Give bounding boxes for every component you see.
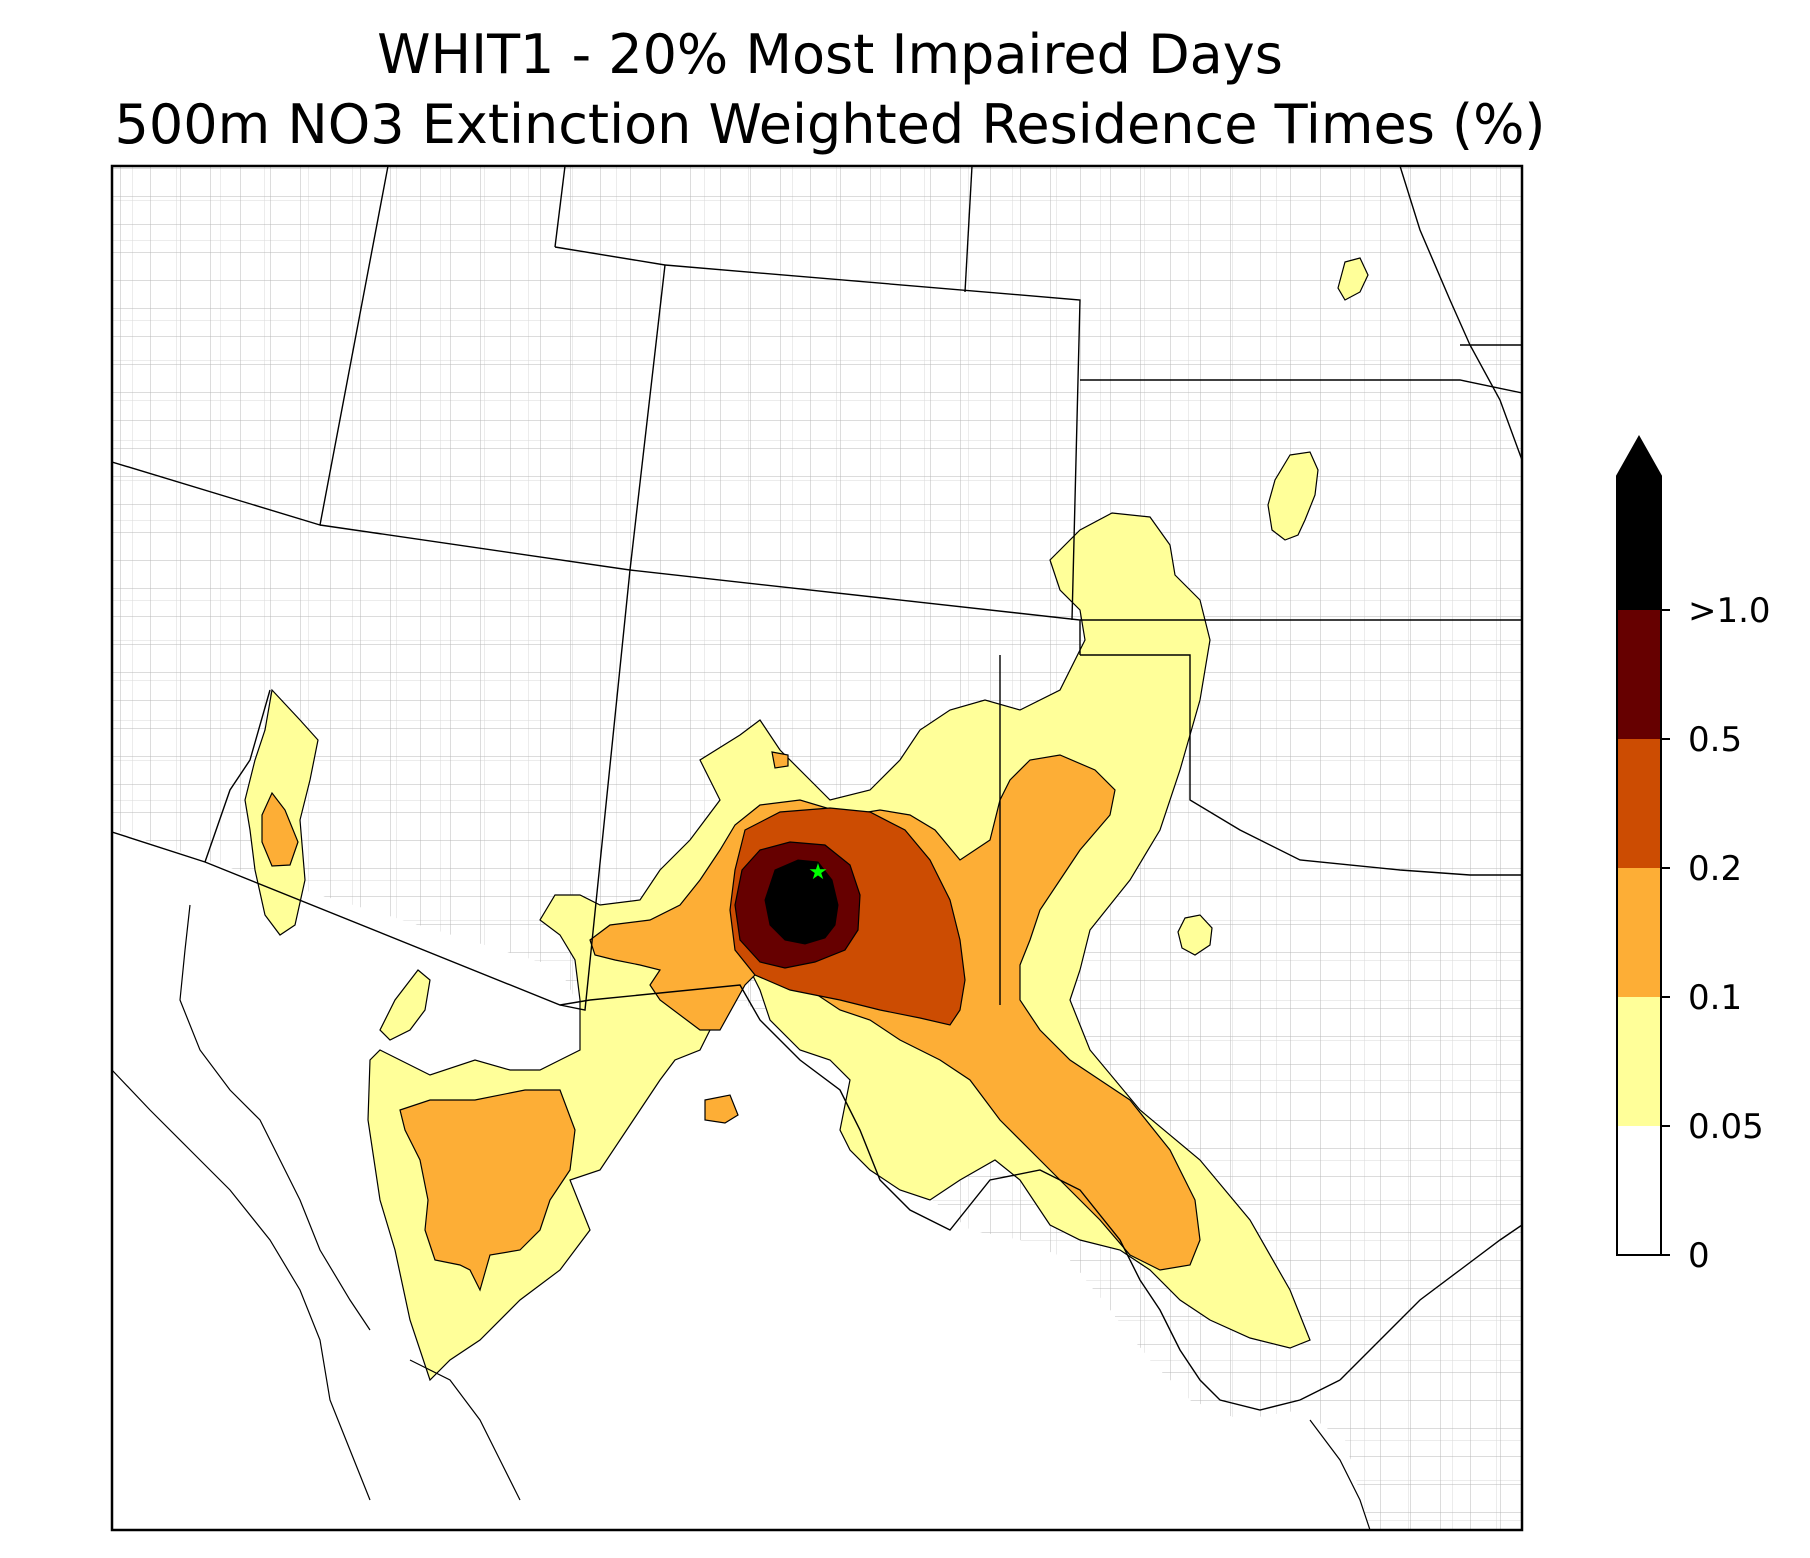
colorbar-bin-005 (1617, 997, 1661, 1126)
map-title-line-1: WHIT1 - 20% Most Impaired Days (377, 23, 1283, 86)
colorbar-bin-05 (1617, 610, 1661, 739)
contour-tx-yellow (1177, 914, 1213, 956)
contour-baja-orange (399, 1089, 576, 1292)
colorbar-label-02: 0.2 (1688, 849, 1742, 889)
contour-kansas-yellow (1267, 451, 1319, 541)
contour-main-black (764, 859, 839, 945)
colorbar-bin-10 (1617, 476, 1661, 610)
colorbar-bin-02 (1617, 739, 1661, 868)
contour-az-yellow (379, 969, 431, 1041)
colorbar-label-005: 0.05 (1688, 1107, 1764, 1147)
colorbar-label-05: 0.5 (1688, 720, 1742, 760)
colorbar-extend-arrow (1617, 437, 1661, 476)
colorbar: 0 0.05 0.1 0.2 0.5 >1.0 (1616, 434, 1771, 1276)
colorbar-bin-01 (1617, 868, 1661, 997)
contour-left-orange (261, 791, 299, 867)
colorbar-label-0: 0 (1688, 1236, 1710, 1276)
contour-small-orange-2 (771, 751, 789, 769)
contour-10-fill (764, 859, 839, 945)
contour-nebraska-yellow (1337, 257, 1369, 301)
colorbar-outline (1616, 434, 1662, 1256)
map-title-line-2: 500m NO3 Extinction Weighted Residence T… (114, 93, 1546, 156)
colorbar-bin-0 (1617, 1126, 1661, 1255)
map-frame (110, 164, 1524, 1532)
colorbar-label-01: 0.1 (1688, 978, 1742, 1018)
site-marker-star: ★ (808, 860, 828, 885)
state-boundaries (112, 166, 1522, 1411)
contour-small-orange-1 (704, 1094, 739, 1124)
map-area: ★ (112, 166, 1522, 1530)
coastlines (112, 904, 1371, 1530)
colorbar-label-10: >1.0 (1688, 591, 1771, 631)
